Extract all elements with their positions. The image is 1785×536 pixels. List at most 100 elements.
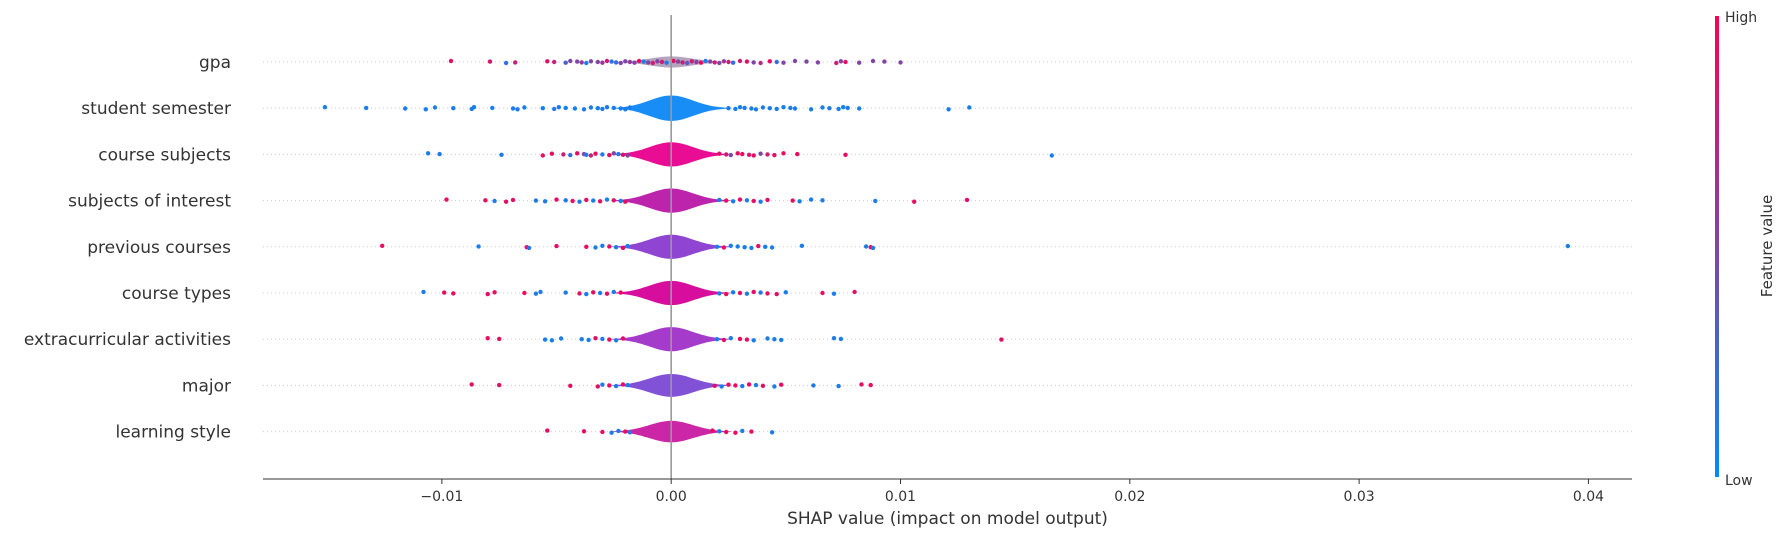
shap-point	[790, 198, 795, 203]
shap-point	[600, 60, 605, 65]
shap-point	[712, 383, 717, 388]
shap-point	[737, 58, 743, 64]
shap-point	[577, 291, 582, 296]
shap-point	[783, 290, 788, 295]
shap-point	[808, 107, 814, 112]
shap-point	[604, 291, 610, 296]
shap-point	[733, 383, 738, 388]
shap-point	[712, 60, 717, 65]
shap-point	[499, 152, 504, 157]
shap-point	[799, 243, 805, 248]
shap-point	[607, 383, 612, 388]
shap-point	[627, 105, 633, 110]
shap-point	[581, 107, 587, 112]
shap-point	[542, 337, 548, 342]
feature-label: course subjects	[98, 145, 231, 165]
shap-point	[579, 60, 584, 65]
x-axis-ticks: −0.01 0.00 0.01 0.02 0.03 0.04	[420, 479, 1604, 505]
shap-point	[868, 382, 873, 388]
shap-point	[584, 60, 589, 66]
shap-point	[625, 153, 630, 158]
shap-point	[575, 59, 580, 64]
shap-point	[724, 152, 729, 157]
shap-point	[623, 59, 628, 64]
shap-point	[740, 383, 745, 389]
shap-point	[873, 198, 878, 204]
shap-point	[721, 59, 727, 64]
shap-point	[751, 289, 756, 295]
shap-point	[756, 243, 761, 249]
feature-row: previous courses	[87, 234, 1632, 259]
shap-point	[421, 289, 426, 295]
shap-point	[623, 107, 628, 112]
shap-point	[746, 382, 752, 387]
shap-point	[753, 107, 759, 112]
shap-point	[593, 336, 598, 341]
shap-point	[808, 197, 814, 202]
shap-point	[845, 105, 850, 111]
shap-point	[788, 105, 793, 111]
shap-point	[719, 384, 724, 389]
shap-point	[999, 337, 1004, 342]
shap-point	[882, 59, 887, 64]
shap-point	[721, 337, 727, 343]
feature-row: student semester	[81, 95, 1632, 121]
shap-point	[600, 152, 605, 157]
feature-label: subjects of interest	[68, 192, 231, 212]
shap-point	[600, 336, 605, 342]
shap-point	[444, 197, 449, 202]
shap-point	[967, 105, 972, 110]
shap-point	[781, 105, 786, 110]
shap-point	[554, 243, 559, 249]
shap-point	[767, 59, 772, 64]
shap-point	[540, 106, 545, 111]
shap-point	[570, 198, 575, 204]
shap-point	[522, 290, 527, 296]
shap-point	[597, 290, 603, 296]
feature-row: course subjects	[98, 142, 1632, 167]
shap-point	[751, 338, 756, 343]
shap-point	[471, 105, 477, 110]
feature-label: extracurricular activities	[24, 330, 231, 350]
shap-point	[485, 291, 490, 297]
shap-point	[558, 336, 564, 341]
shap-point	[857, 106, 862, 111]
shap-point	[533, 291, 539, 296]
shap-point	[760, 105, 766, 110]
shap-point	[538, 289, 543, 295]
shap-point	[584, 152, 589, 157]
shap-point	[577, 199, 582, 204]
shap-point	[742, 105, 747, 111]
feature-row: subjects of interest	[68, 188, 1632, 213]
shap-point	[563, 198, 568, 203]
shap-point	[490, 105, 495, 111]
shap-point	[946, 107, 951, 112]
shap-point	[792, 106, 798, 111]
shap-point	[595, 106, 600, 111]
shap-point	[616, 151, 621, 157]
shap-point	[625, 243, 630, 249]
shap-point	[607, 244, 612, 249]
shap-point	[769, 245, 775, 250]
x-tick-label: 0.04	[1573, 489, 1604, 505]
shap-point	[609, 59, 614, 64]
shap-point	[625, 382, 630, 388]
shap-point	[744, 291, 750, 296]
shap-point	[616, 428, 621, 434]
shap-point	[831, 291, 837, 296]
shap-point	[584, 197, 589, 203]
shap-point	[843, 59, 848, 65]
shap-point	[737, 105, 743, 110]
shap-point	[675, 59, 681, 64]
shap-point	[685, 60, 690, 66]
shap-point	[714, 337, 720, 342]
shap-point	[737, 197, 743, 202]
shap-point	[767, 106, 772, 111]
shap-point	[852, 289, 857, 295]
shap-point	[641, 59, 646, 64]
shap-point	[836, 106, 841, 112]
shap-point	[597, 199, 603, 204]
shap-point	[774, 106, 779, 112]
shap-point	[425, 151, 431, 156]
shap-point	[448, 58, 454, 64]
